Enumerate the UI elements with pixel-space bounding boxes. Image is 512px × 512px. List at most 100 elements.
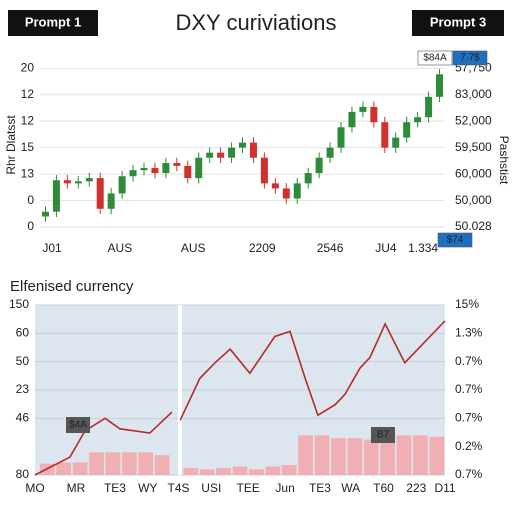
annotation-box xyxy=(66,417,90,433)
annotation-box xyxy=(417,50,453,66)
candle-body xyxy=(206,152,214,158)
bar xyxy=(199,469,215,475)
annotation-box xyxy=(452,50,488,66)
x-tick-label: D11 xyxy=(434,481,455,495)
y-tick-label: 20 xyxy=(21,60,35,74)
bar xyxy=(138,452,154,475)
candle-body xyxy=(414,117,422,123)
candle-body xyxy=(348,111,356,128)
candle-body xyxy=(239,142,246,148)
y2-tick-label: 50.028 xyxy=(455,219,492,233)
bar xyxy=(105,452,121,475)
candle-body xyxy=(118,176,126,194)
x-tick-label: AUS xyxy=(181,241,206,255)
badge-box xyxy=(412,10,504,36)
candle-body xyxy=(151,168,159,174)
candle-body xyxy=(96,178,104,209)
page-title: DXY curiviations xyxy=(176,10,337,35)
annotation: $74 xyxy=(447,235,464,246)
y2-tick-label: 1.3% xyxy=(455,326,483,340)
candle-body xyxy=(184,165,192,179)
candle-body xyxy=(337,127,345,148)
panel-gap xyxy=(178,305,182,475)
y2-tick-label: 59,500 xyxy=(455,140,492,154)
y2-tick-label: 0.7% xyxy=(455,411,483,425)
x-tick-label: T4S xyxy=(167,481,189,495)
bar xyxy=(121,452,137,475)
bar xyxy=(413,435,428,475)
bar xyxy=(154,455,170,475)
candle-body xyxy=(228,147,236,158)
x-tick-label: Jun xyxy=(275,481,294,495)
bar xyxy=(281,465,297,475)
x-tick-label: USI xyxy=(201,481,221,495)
y2-tick-label: 50,000 xyxy=(455,193,492,207)
bar xyxy=(347,438,363,475)
candle-body xyxy=(52,180,60,212)
y2-tick-label: 52,000 xyxy=(455,113,492,127)
bar xyxy=(216,467,231,475)
bar xyxy=(183,467,199,475)
y2-tick-label: 0.7% xyxy=(455,382,483,396)
x-tick-label: 2209 xyxy=(249,241,276,255)
candle-body xyxy=(129,170,137,177)
y-tick-label: 150 xyxy=(9,297,29,311)
candle-body xyxy=(41,211,49,217)
bar xyxy=(89,452,104,475)
chart-title: Elfenised currency xyxy=(10,278,134,295)
x-tick-label: MR xyxy=(67,481,86,495)
annotation: B7 xyxy=(377,430,390,441)
y-tick-label: 46 xyxy=(16,411,30,425)
bar xyxy=(72,462,88,475)
y2-tick-label: 15% xyxy=(455,297,479,311)
candle-body xyxy=(370,106,378,123)
y-tick-label: 23 xyxy=(16,382,30,396)
y2-tick-label: 60,000 xyxy=(455,166,492,180)
x-tick-label: MO xyxy=(25,481,44,495)
x-tick-label: 1.334 xyxy=(408,241,438,255)
y-axis-title: Rhr Dlatsst xyxy=(4,115,18,175)
candle-body xyxy=(74,181,82,184)
bar xyxy=(331,438,346,475)
x-tick-label: T60 xyxy=(373,481,394,495)
bar xyxy=(298,435,313,475)
y-tick-label: 50 xyxy=(16,354,30,368)
y-tick-label: 13 xyxy=(21,166,35,180)
candle-body xyxy=(315,157,323,174)
candle-body xyxy=(140,168,148,171)
candle-body xyxy=(173,163,181,166)
annotation: $4A xyxy=(69,420,87,431)
y2-tick-label: 83,000 xyxy=(455,87,492,101)
bar xyxy=(249,469,264,475)
candle-body xyxy=(260,157,268,184)
bar xyxy=(265,466,281,475)
candle-body xyxy=(392,137,400,148)
candle-body xyxy=(293,183,301,199)
bar xyxy=(380,438,395,475)
annotation: $84A xyxy=(423,53,447,64)
bar xyxy=(363,439,379,475)
left-badge: Prompt 1 xyxy=(25,14,81,29)
annotation-box xyxy=(371,427,395,443)
bar xyxy=(396,435,412,475)
candle-body xyxy=(249,142,257,158)
candle-body xyxy=(85,178,93,182)
x-tick-label: 2546 xyxy=(317,241,344,255)
y2-axis-title: Pashstist xyxy=(497,136,511,185)
annotation-box xyxy=(437,232,473,248)
candle-body xyxy=(304,173,312,184)
y2-tick-label: 0.7% xyxy=(455,467,483,481)
candle-body xyxy=(63,180,71,184)
bar xyxy=(314,435,330,475)
x-tick-label: JU4 xyxy=(375,241,397,255)
x-tick-label: TE3 xyxy=(104,481,126,495)
candle-body xyxy=(271,183,279,189)
candle-body xyxy=(162,163,170,174)
bar xyxy=(429,436,445,475)
candle-body xyxy=(282,188,290,199)
y-tick-label: 15 xyxy=(21,140,35,154)
y-tick-label: 60 xyxy=(16,326,30,340)
y-tick-label: 12 xyxy=(21,87,35,101)
bar xyxy=(232,466,248,475)
